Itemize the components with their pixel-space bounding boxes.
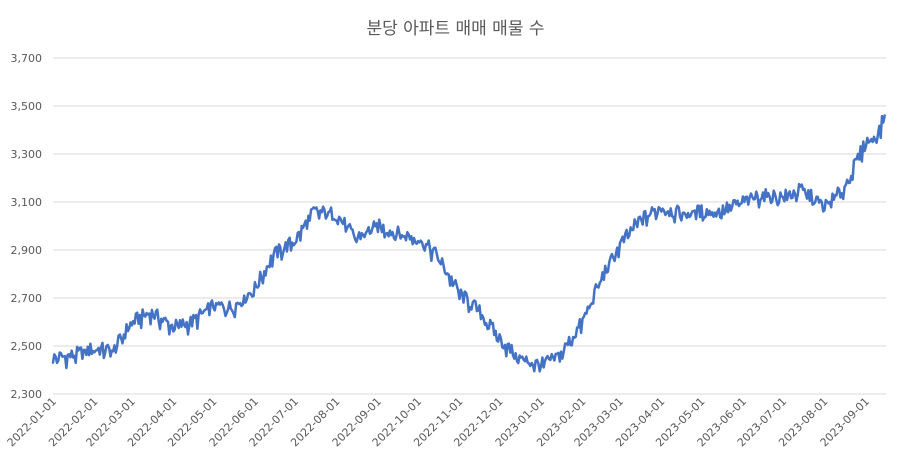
- y-tick-label: 2,900: [11, 244, 43, 257]
- y-tick-label: 3,300: [11, 148, 43, 161]
- y-tick-label: 3,700: [11, 52, 43, 65]
- series-line: [51, 114, 886, 373]
- y-tick-label: 3,500: [11, 100, 43, 113]
- y-tick-label: 2,700: [11, 292, 43, 305]
- x-axis-ticks: 2022-01-012022-02-012022-03-012022-04-01…: [5, 395, 872, 449]
- y-tick-label: 2,300: [11, 388, 43, 401]
- gridlines: [53, 57, 886, 395]
- y-axis-ticks: 2,300 2,500 2,700 2,900 3,100 3,300 3,500 3,700: [11, 52, 43, 401]
- y-tick-label: 2,500: [11, 340, 43, 353]
- series-layer: [51, 114, 886, 373]
- chart-title: 분당 아파트 매매 매물 수: [366, 19, 545, 39]
- y-tick-label: 3,100: [11, 196, 43, 209]
